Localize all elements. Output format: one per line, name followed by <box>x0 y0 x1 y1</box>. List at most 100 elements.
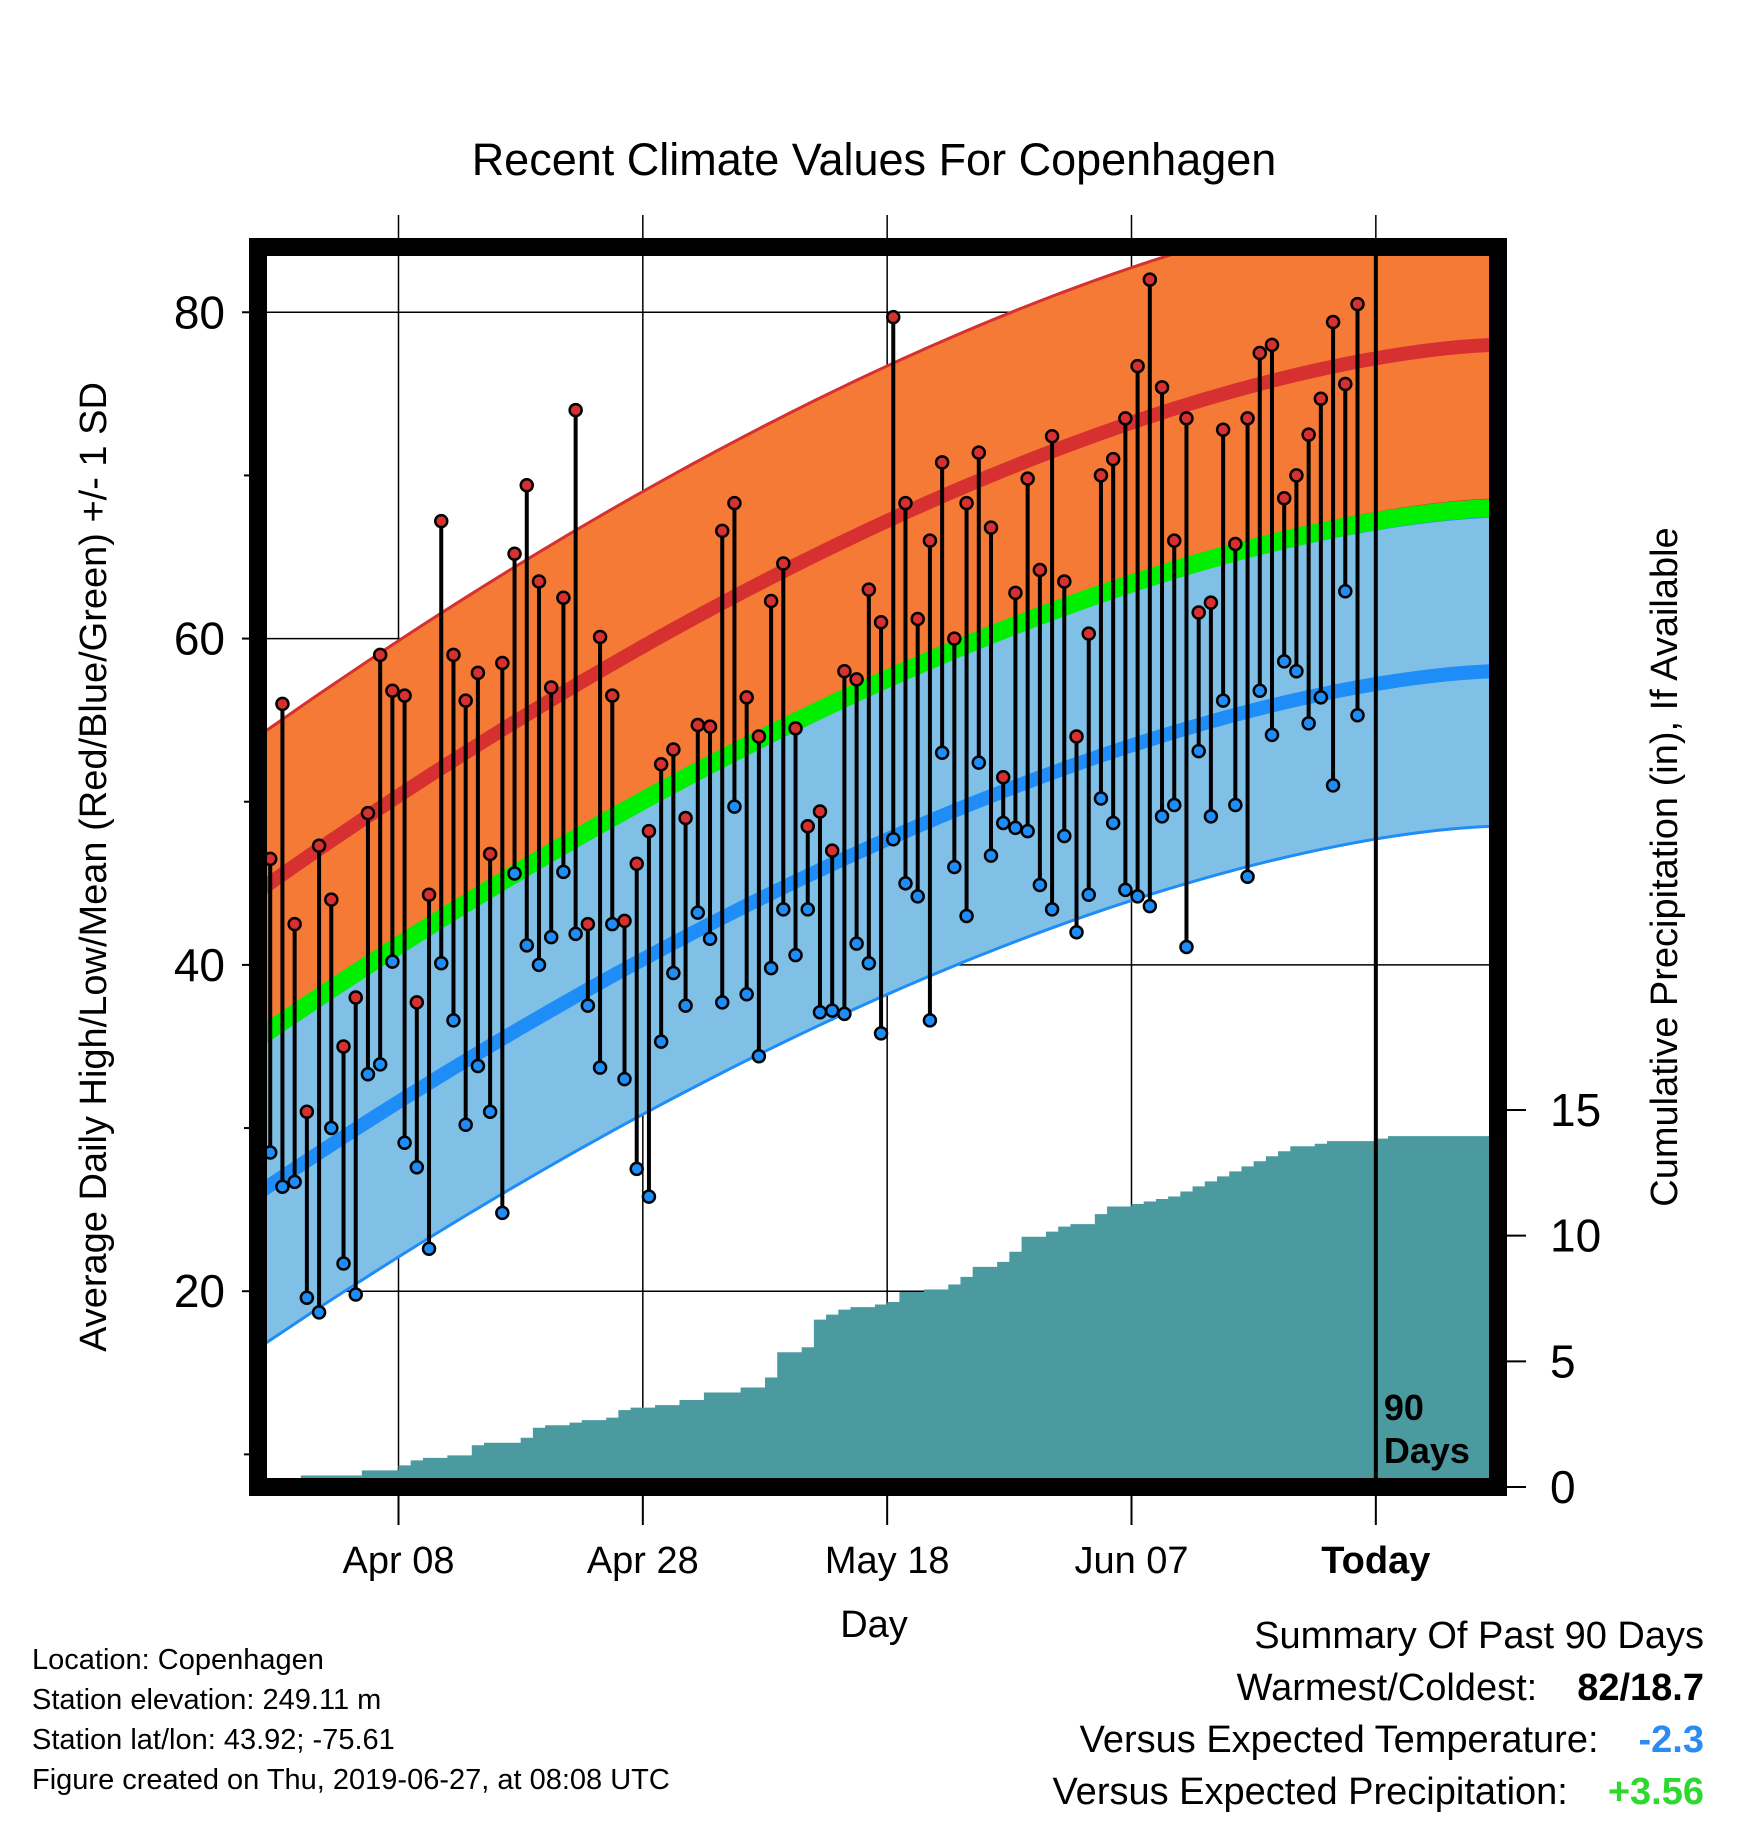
daily-low-point <box>1252 683 1268 699</box>
daily-high-point <box>397 688 412 703</box>
daily-low-point <box>556 864 571 880</box>
elevation-text: Station elevation: 249.11 m <box>32 1684 382 1716</box>
daily-low-point <box>275 1179 290 1195</box>
daily-low-point <box>507 866 522 881</box>
daily-high-point <box>275 696 290 712</box>
daily-low-point <box>1105 815 1121 831</box>
daily-low-point <box>324 1120 339 1136</box>
daily-high-point <box>922 533 938 548</box>
daily-low-point <box>543 929 559 945</box>
daily-low-point <box>360 1066 376 1082</box>
warmest-label: Warmest/Coldest: <box>1236 1667 1538 1709</box>
daily-high-point <box>739 690 754 705</box>
daily-high-point <box>324 892 339 907</box>
y2-tick-label: 10 <box>1550 1210 1601 1262</box>
y-tick-label: 20 <box>174 1265 225 1317</box>
daily-high-point <box>678 810 693 826</box>
daily-high-point <box>873 615 889 630</box>
y2-axis-label: Cumulative Precipitation (in), If Availa… <box>1644 527 1686 1206</box>
daily-high-point <box>702 719 718 734</box>
daily-high-point <box>482 846 498 862</box>
daily-high-point <box>1032 562 1048 578</box>
daily-high-point <box>641 823 657 839</box>
today-marker-label: Days <box>1384 1430 1470 1471</box>
today-marker-label: 90 <box>1384 1387 1424 1428</box>
daily-high-point <box>458 693 473 708</box>
daily-high-point <box>543 680 559 695</box>
daily-low-point <box>910 889 925 904</box>
daily-low-point <box>299 1290 315 1305</box>
daily-low-point <box>1130 889 1145 904</box>
daily-high-point <box>1118 411 1133 426</box>
daily-low-point <box>1350 708 1365 723</box>
daily-low-point <box>971 755 987 770</box>
daily-high-point <box>947 631 962 646</box>
daily-low-point <box>776 902 791 917</box>
daily-high-point <box>1008 585 1023 601</box>
daily-high-point <box>1325 314 1341 330</box>
daily-low-point <box>1276 654 1292 669</box>
daily-high-point <box>1154 380 1170 395</box>
daily-high-point <box>886 309 901 325</box>
daily-high-point <box>495 655 510 671</box>
daily-low-point <box>922 1013 938 1028</box>
low-sd-lower-edge <box>258 824 1498 1350</box>
daily-low-point <box>580 998 596 1013</box>
daily-low-point <box>1093 791 1109 806</box>
daily-high-point <box>1203 595 1219 610</box>
daily-high-point <box>751 729 767 744</box>
daily-high-point <box>409 995 425 1010</box>
daily-high-point <box>971 445 987 460</box>
daily-high-point <box>1264 337 1280 353</box>
summary-temp-row: Versus Expected Temperature: -2.3 <box>1052 1714 1704 1766</box>
y-tick-label: 40 <box>174 939 225 991</box>
daily-low-point <box>751 1049 767 1064</box>
daily-high-point <box>629 856 644 871</box>
daily-low-point <box>1325 778 1341 793</box>
x-tick-label: Jun 07 <box>1074 1540 1188 1582</box>
daily-high-point <box>311 838 327 854</box>
daily-low-point <box>482 1104 498 1119</box>
daily-low-point <box>1020 823 1035 839</box>
daily-low-point <box>458 1117 473 1133</box>
summary-warmest-row: Warmest/Coldest: 82/18.7 <box>1052 1662 1704 1714</box>
daily-low-point <box>641 1189 657 1204</box>
daily-high-point <box>1081 626 1096 641</box>
daily-low-point <box>287 1174 302 1190</box>
temp-value: -2.3 <box>1638 1719 1704 1761</box>
precip-value: +3.56 <box>1607 1771 1704 1813</box>
daily-low-point <box>873 1026 889 1041</box>
daily-high-point <box>1191 605 1206 620</box>
daily-high-point <box>934 455 950 470</box>
daily-high-point <box>446 647 461 663</box>
daily-low-point <box>311 1305 327 1320</box>
summary-panel: Summary Of Past 90 Days Warmest/Coldest:… <box>1052 1610 1704 1818</box>
temp-label: Versus Expected Temperature: <box>1079 1719 1599 1761</box>
daily-high-point <box>507 546 522 561</box>
high-sd-upper-edge <box>258 247 1201 738</box>
y-tick-label: 80 <box>174 286 225 338</box>
daily-high-point <box>360 805 376 821</box>
daily-low-point <box>934 745 950 761</box>
daily-high-point <box>580 916 596 932</box>
plot-frame <box>249 238 1507 1496</box>
daily-low-point <box>1057 828 1072 844</box>
daily-low-point <box>714 995 730 1010</box>
daily-low-point <box>995 815 1011 831</box>
daily-high-point <box>788 721 803 736</box>
daily-low-point <box>605 916 620 932</box>
daily-low-point <box>372 1057 388 1072</box>
y-tick-label: 60 <box>174 613 225 665</box>
daily-low-point <box>1154 809 1170 824</box>
summary-title: Summary Of Past 90 Days <box>1254 1615 1704 1657</box>
daily-low-point <box>702 931 718 947</box>
daily-low-point <box>1167 797 1182 813</box>
daily-low-point <box>421 1241 437 1257</box>
daily-low-point <box>653 1034 669 1049</box>
daily-high-point <box>1044 429 1060 444</box>
daily-low-point <box>1044 902 1060 917</box>
daily-low-point <box>1338 584 1353 599</box>
daily-low-point <box>592 1060 608 1075</box>
